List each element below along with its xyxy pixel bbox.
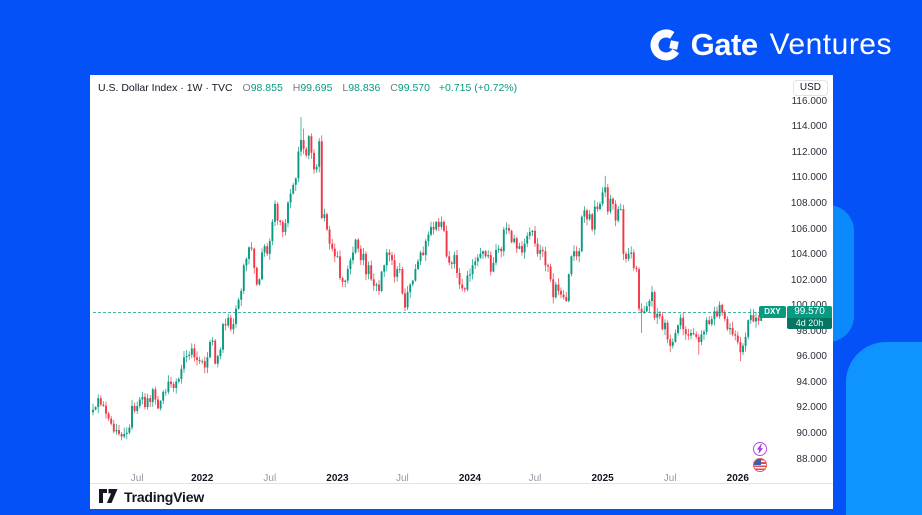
- price-tick-label: 110.000: [791, 172, 827, 184]
- price-tick-label: 88.000: [796, 453, 827, 465]
- ticker-badge: DXY: [759, 305, 786, 318]
- price-tick-label: 106.000: [790, 223, 827, 235]
- year-tick-label: 2024: [458, 473, 482, 484]
- gate-ventures-logo: Gate Ventures: [650, 27, 892, 63]
- high-label: H: [292, 82, 301, 94]
- brand-name-bold: Gate: [690, 27, 758, 62]
- month-tick-label: Jul: [395, 473, 409, 484]
- year-tick-label: 2025: [591, 473, 614, 484]
- month-tick-label: Jul: [130, 473, 144, 484]
- price-tick-label: 96.000: [796, 351, 827, 363]
- brand-name-light: Ventures: [769, 28, 892, 61]
- chart-legend: U.S. Dollar Index · 1W · TVC O98.855 H99…: [98, 82, 517, 94]
- bar-countdown: 4d 20h: [787, 317, 832, 329]
- year-tick-label: 2023: [326, 473, 349, 484]
- month-tick-label: Jul: [528, 473, 542, 484]
- last-price-label: 99.570 4d 20h: [787, 305, 832, 329]
- gate-logo-icon: [650, 29, 682, 61]
- low-label: L: [342, 82, 349, 94]
- year-tick-label: 2022: [191, 473, 214, 484]
- tradingview-chart-card: U.S. Dollar Index · 1W · TVC O98.855 H99…: [90, 75, 833, 509]
- tradingview-attribution[interactable]: TradingView: [90, 484, 833, 509]
- change-value: +0.715 (+0.72%): [438, 82, 518, 94]
- price-tick-label: 92.000: [796, 402, 827, 414]
- last-price-line: [93, 311, 786, 313]
- open-label: O: [242, 82, 251, 94]
- axis-separator-line: [90, 483, 833, 484]
- candlestick-plot[interactable]: [90, 75, 787, 485]
- last-price-value: 99.570: [787, 305, 832, 318]
- price-tick-label: 94.000: [796, 376, 827, 388]
- price-tick-label: 108.000: [790, 197, 827, 209]
- symbol-title: U.S. Dollar Index · 1W · TVC: [98, 82, 233, 94]
- price-tick-label: 98.000: [796, 325, 827, 337]
- price-tick-label: 102.000: [790, 274, 827, 286]
- tradingview-label[interactable]: TradingView: [124, 488, 205, 505]
- tradingview-logo-icon: [99, 489, 118, 503]
- low-value: 98.836: [348, 82, 381, 94]
- price-tick-label: 112.000: [791, 146, 827, 158]
- price-tick-label: 104.000: [790, 249, 827, 261]
- open-value: 98.855: [250, 82, 283, 94]
- currency-unit-button[interactable]: USD: [792, 80, 828, 96]
- year-tick-label: 2026: [726, 473, 749, 484]
- price-tick-label: 114.000: [791, 121, 827, 133]
- close-label: C: [390, 82, 398, 94]
- idea-lightning-icon[interactable]: [753, 442, 767, 456]
- price-tick-label: 116.000: [791, 95, 827, 107]
- month-tick-label: Jul: [263, 473, 277, 484]
- price-tick-label: 90.000: [796, 427, 827, 439]
- background-corner-curve: [846, 342, 922, 515]
- price-axis[interactable]: USD 99.570 4d 20h 116.000 114.000 112.000 1…: [787, 75, 833, 483]
- close-value: 99.570: [397, 82, 430, 94]
- month-tick-label: Jul: [663, 473, 677, 484]
- us-flag-icon[interactable]: [753, 458, 767, 472]
- flag-canton: [754, 459, 761, 465]
- high-value: 99.695: [300, 82, 333, 94]
